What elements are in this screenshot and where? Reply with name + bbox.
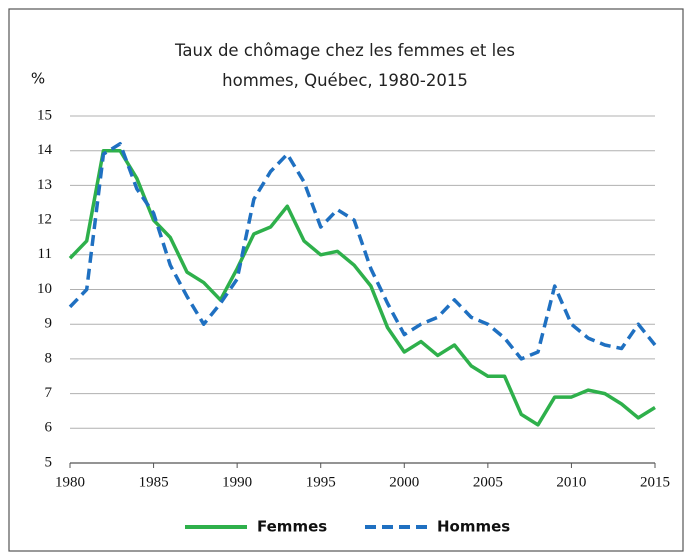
x-tick-label: 2000 [389, 474, 419, 490]
legend-label: Femmes [257, 518, 327, 536]
y-tick-label: 8 [45, 350, 53, 366]
y-tick-label: 5 [45, 454, 53, 470]
y-tick-label: 9 [45, 316, 53, 332]
y-tick-label: 7 [45, 385, 53, 401]
y-tick-label: 6 [45, 420, 53, 436]
y-tick-label: 13 [37, 177, 52, 193]
legend-label: Hommes [437, 518, 510, 536]
x-tick-label: 1995 [306, 474, 336, 490]
series-line [68, 148, 656, 427]
series-line [68, 142, 657, 361]
y-axis-label: % [31, 70, 45, 88]
x-tick-label: 1980 [55, 474, 85, 490]
y-tick-label: 12 [37, 212, 52, 228]
y-tick-label: 15 [37, 107, 52, 123]
chart-border [8, 8, 684, 552]
y-tick-label: 11 [38, 246, 52, 262]
x-tick-label: 2015 [640, 474, 670, 490]
x-tick-label: 2005 [473, 474, 503, 490]
x-tick-label: 1990 [222, 474, 252, 490]
chart-title: Taux de chômage chez les femmes et les h… [175, 41, 515, 90]
y-tick-label: 14 [37, 142, 53, 158]
x-tick-label: 1985 [139, 474, 169, 490]
y-tick-label: 10 [37, 281, 52, 297]
x-tick-label: 2010 [556, 474, 586, 490]
